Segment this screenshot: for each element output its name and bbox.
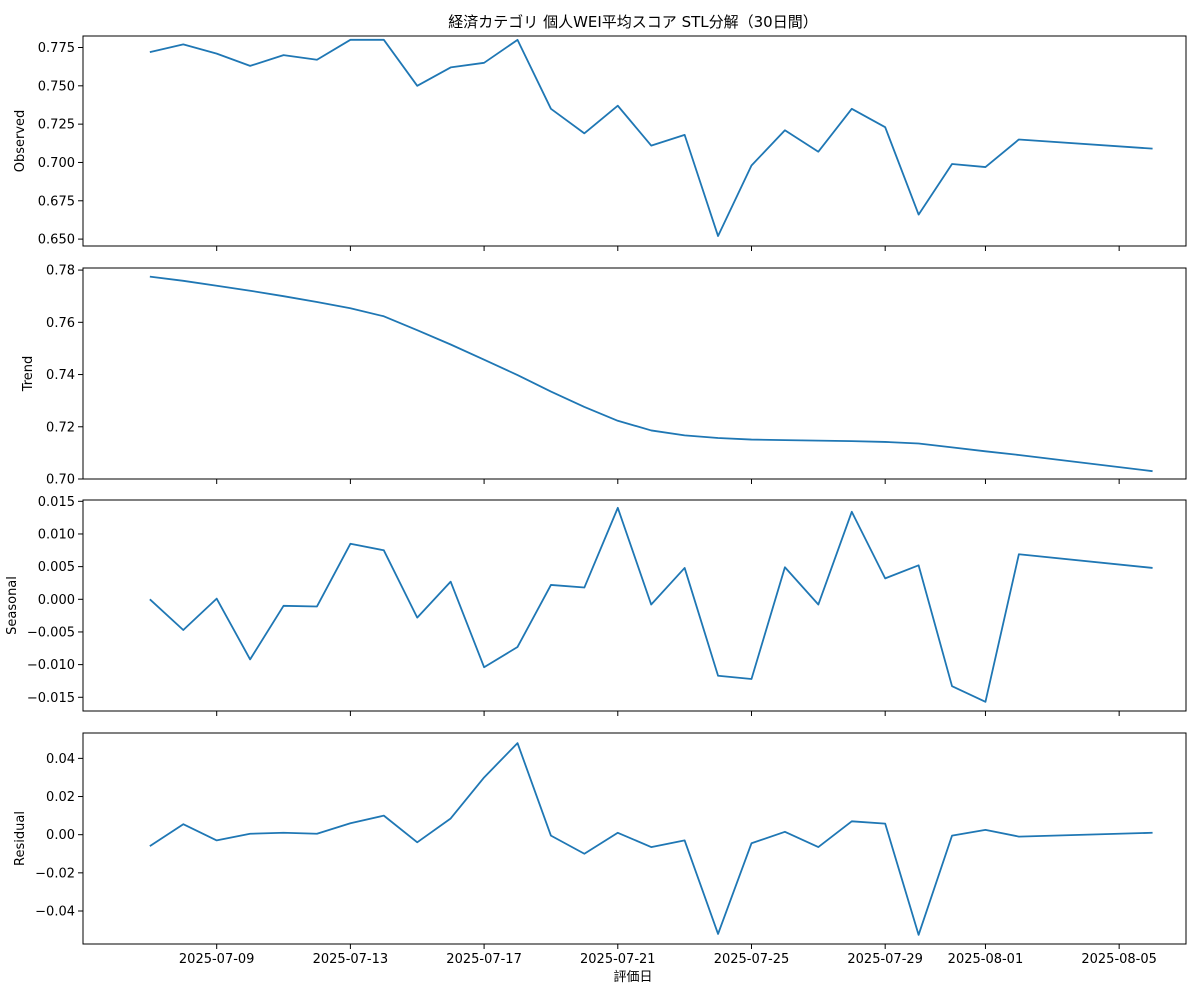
trend-y-tick-label: 0.74 (46, 368, 75, 383)
trend-series-line (149, 275, 1153, 473)
panels: 0.6500.6750.7000.7250.7500.775Observed0.… (5, 35, 1187, 967)
residual-y-tick-label: 0.04 (46, 752, 75, 767)
residual-series-line (149, 742, 1153, 936)
x-tick-label: 2025-07-13 (313, 952, 389, 967)
seasonal-y-tick-label: −0.010 (27, 658, 75, 673)
trend-y-tick-label: 0.78 (46, 264, 75, 279)
observed-y-tick-label: 0.650 (38, 233, 75, 248)
seasonal-y-tick-label: 0.010 (38, 527, 75, 542)
observed-series-line (149, 38, 1153, 237)
seasonal-y-tick-label: 0.000 (38, 593, 75, 608)
observed-axes-frame (82, 35, 1187, 247)
seasonal-y-tick-label: −0.015 (27, 691, 75, 706)
observed-y-tick-label: 0.675 (38, 194, 75, 209)
observed-y-tick-label: 0.725 (38, 118, 75, 133)
residual-axes-frame (82, 732, 1187, 945)
trend-y-tick-label: 0.72 (46, 420, 75, 435)
seasonal-y-axis-title: Seasonal (5, 576, 20, 635)
chart-title: 経済カテゴリ 個人WEI平均スコア STL分解（30日間） (448, 13, 817, 31)
trend-y-axis-title: Trend (21, 356, 36, 393)
observed-y-tick-label: 0.750 (38, 79, 75, 94)
x-tick-label: 2025-08-01 (948, 952, 1024, 967)
residual-y-tick-label: 0.00 (46, 828, 75, 843)
residual-y-axis-title: Residual (13, 811, 28, 866)
seasonal-axes-frame (82, 499, 1187, 712)
panel-seasonal: −0.015 −0.010 −0.005 0.000 0.005 0.010 0.015 Se… (5, 495, 1187, 716)
residual-y-tick-label: −0.02 (35, 866, 75, 881)
residual-y-tick-label: −0.04 (35, 904, 75, 919)
trend-axes-frame (82, 267, 1187, 480)
trend-y-tick-label: 0.70 (46, 473, 75, 488)
x-tick-label: 2025-07-29 (847, 952, 923, 967)
panel-trend: 0.70 0.72 0.74 0.76 0.78 Trend (21, 264, 1187, 488)
seasonal-series-line (149, 506, 1153, 703)
seasonal-y-tick-label: −0.005 (27, 625, 75, 640)
observed-y-axis-title: Observed (13, 110, 28, 173)
seasonal-y-tick-label: 0.005 (38, 560, 75, 575)
x-tick-label: 2025-07-21 (580, 952, 656, 967)
panel-residual: −0.04 −0.02 0.00 0.02 0.04 2025-07-09 2025-07-… (13, 732, 1187, 967)
x-axis-title: 評価日 (613, 970, 652, 985)
x-tick-label: 2025-07-25 (714, 952, 790, 967)
residual-y-tick-label: 0.02 (46, 790, 75, 805)
trend-y-tick-label: 0.76 (46, 316, 75, 331)
observed-y-tick-label: 0.775 (38, 41, 75, 56)
observed-y-tick-label: 0.700 (38, 156, 75, 171)
x-tick-label: 2025-08-05 (1081, 952, 1157, 967)
x-tick-label: 2025-07-09 (179, 952, 255, 967)
panel-observed: 0.650 0.675 0.700 0.725 0.750 0.775 Observed (13, 35, 1187, 251)
seasonal-y-tick-label: 0.015 (38, 495, 75, 510)
x-tick-label: 2025-07-17 (446, 952, 522, 967)
